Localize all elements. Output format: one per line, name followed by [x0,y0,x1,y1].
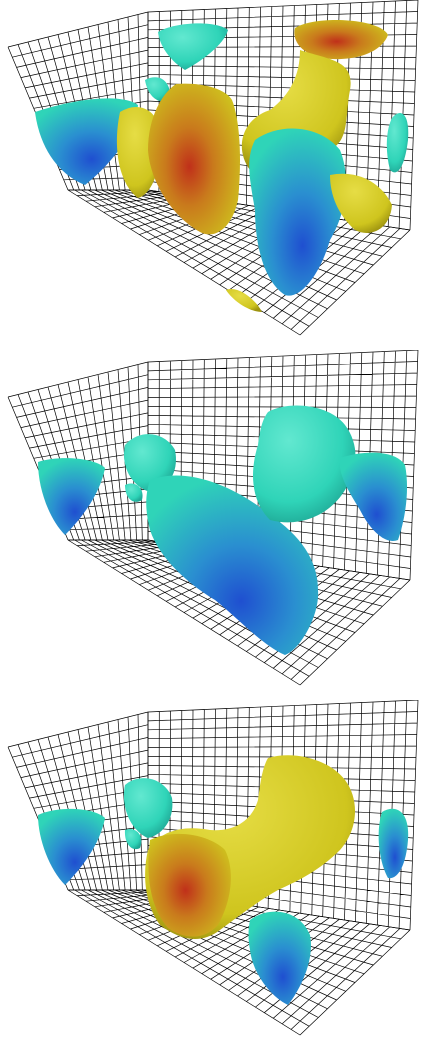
yellow-red-blob [148,83,240,235]
yellow-cap-top [294,19,388,60]
yellow-blob-right [330,173,392,233]
cyan-blob-left [35,98,138,185]
isosurfaces [38,755,409,1005]
render-panel-3 [0,700,431,1050]
cyan-bud [125,483,143,502]
cyan-sliver-right [386,113,409,173]
cyan-blob-front [249,128,347,296]
cyan-bud [124,829,142,850]
cyan-blob-top [158,23,228,70]
render-panel-2 [0,350,431,700]
cyan-blob-small [123,778,173,838]
cyan-blob-left [38,808,105,885]
cyan-blob-right [339,452,408,541]
yellow-red-core [148,833,231,937]
isosurfaces [35,19,409,312]
cyan-bud [145,77,171,102]
cyan-blob-upper [253,405,356,523]
cyan-blob-front [248,911,311,1005]
isosurfaces [38,405,408,655]
volume-render [7,350,419,686]
cyan-sliver-right [378,808,409,879]
render-panel-1 [0,0,431,350]
volume-render [7,700,419,1036]
cyan-blob-left [38,458,105,535]
yellow-fragment [226,289,262,312]
volume-render [7,0,419,336]
